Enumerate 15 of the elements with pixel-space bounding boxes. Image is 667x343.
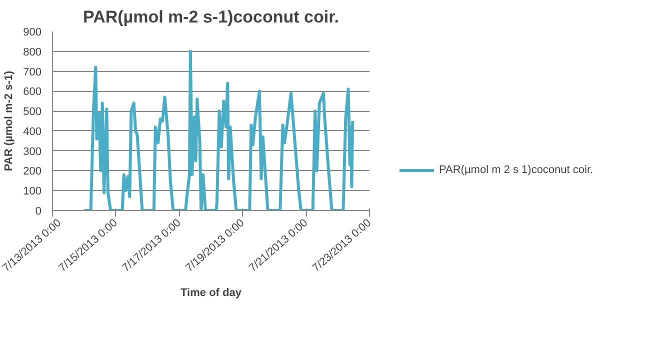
y-tick-label: 800 bbox=[23, 46, 42, 58]
line-series bbox=[82, 50, 354, 210]
chart-title: PAR(µmol m-2 s-1)coconut coir. bbox=[82, 8, 340, 26]
y-tick-label: 200 bbox=[23, 166, 42, 178]
y-tick-label: 500 bbox=[23, 106, 42, 118]
y-tick-label: 100 bbox=[23, 186, 42, 198]
y-tick-label: 300 bbox=[23, 146, 42, 158]
y-axis-title: PAR (µmol m-2 s-1) bbox=[3, 70, 16, 172]
y-tick-label: 0 bbox=[35, 206, 42, 218]
y-tick-label: 400 bbox=[23, 126, 42, 138]
y-tick-label: 700 bbox=[23, 66, 42, 78]
y-tick-label: 900 bbox=[23, 26, 42, 38]
y-tick-label: 600 bbox=[23, 86, 42, 98]
x-axis-title: Time of day bbox=[180, 286, 242, 299]
legend-label: PAR(µmol m 2 s 1)coconut coir. bbox=[439, 164, 594, 176]
